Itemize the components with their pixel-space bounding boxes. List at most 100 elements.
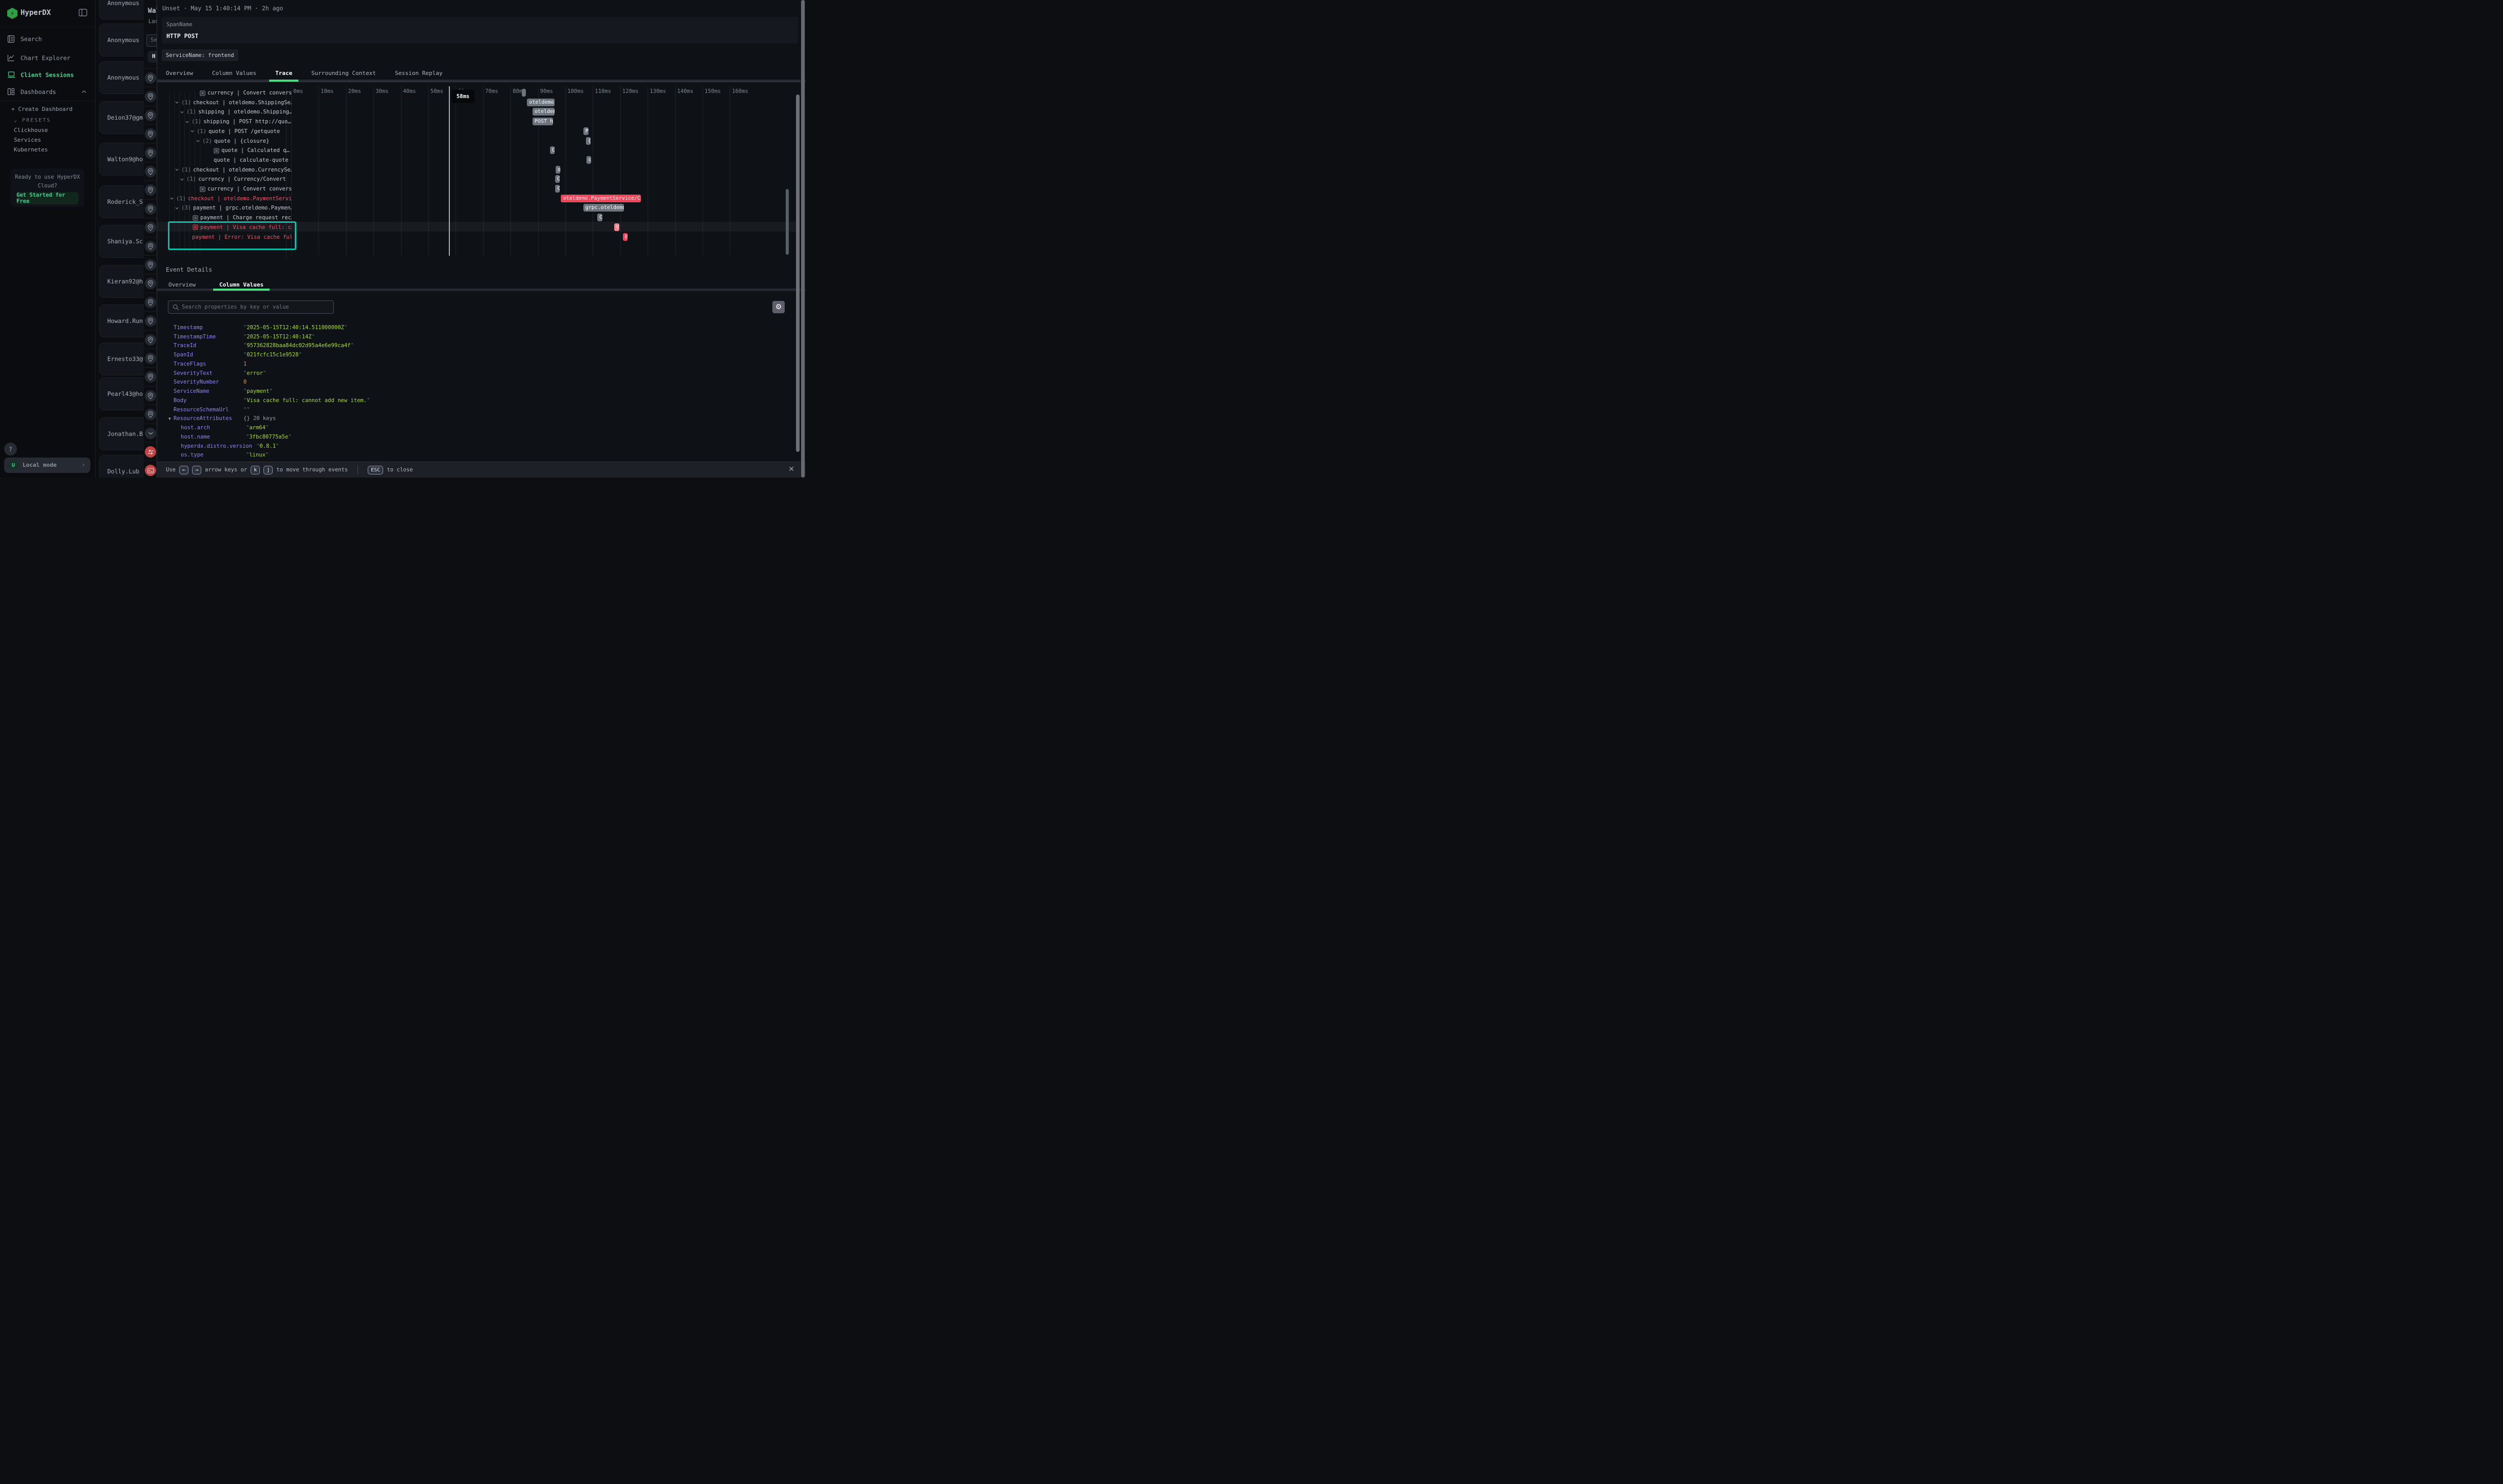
terminal-icon[interactable] (145, 465, 156, 477)
property-row[interactable]: SeverityText "error" (174, 369, 780, 378)
trace-span-bar[interactable]: C (597, 214, 603, 222)
trace-span-bar[interactable]: P (583, 127, 589, 135)
property-row[interactable]: Timestamp "2025-05-15T12:40:14.511000000Z… (174, 323, 780, 332)
trace-span-bar[interactable]: c (586, 156, 591, 164)
location-pin-icon[interactable] (145, 240, 156, 252)
trace-tree-row[interactable]: (1) currency | Currency/Convert (180, 175, 292, 184)
trace-span-bar[interactable]: { (586, 137, 591, 145)
trace-span-bar[interactable]: oteldemo. (527, 98, 555, 106)
property-row[interactable]: host.arch "arm64" (174, 423, 780, 432)
help-button[interactable]: ? (4, 443, 17, 455)
location-pin-icon[interactable] (145, 409, 156, 421)
trace-span-bar[interactable]: E (622, 233, 628, 241)
session-list-item[interactable]: Walton9@ho (99, 143, 144, 176)
trace-span-bar[interactable]: C (549, 146, 555, 155)
trace-tree-row[interactable]: quote | calculate-quote (214, 157, 289, 163)
location-pin-icon[interactable] (145, 296, 156, 308)
property-row[interactable]: SpanId "021fcfc15c1e9528" (174, 350, 780, 359)
session-list-item[interactable]: Anonymous (99, 24, 144, 56)
location-pin-icon[interactable] (145, 91, 156, 103)
window-scrollbar[interactable] (801, 0, 805, 478)
property-row[interactable]: Body "Visa cache full: cannot add new ite… (174, 396, 780, 405)
location-pin-icon[interactable] (145, 315, 156, 327)
trace-tree-row[interactable]: currency | Convert convers… (200, 184, 292, 194)
property-row[interactable]: SeverityNumber 0 (174, 378, 780, 387)
trace-tree-row[interactable]: (1) checkout | oteldemo.CurrencySe… (175, 165, 292, 175)
create-dashboard-button[interactable]: + Create Dashboard (11, 106, 73, 112)
property-row[interactable]: ResourceSchemaUrl "" (174, 405, 780, 414)
trace-tree-row[interactable]: (1) shipping | oteldemo.Shipping… (180, 107, 292, 117)
session-list-item[interactable]: Ernesto33@ (99, 343, 144, 375)
trace-tree-row[interactable]: quote | Calculated q… (214, 146, 292, 155)
property-row[interactable]: TraceFlags 1 (174, 359, 780, 369)
session-list-item[interactable]: Dolly.Lub (99, 455, 144, 478)
trace-span-bar[interactable]: V (614, 223, 619, 231)
location-pin-icon[interactable] (145, 72, 156, 84)
session-list-item[interactable]: Shaniya.Sc (99, 225, 144, 258)
gear-icon[interactable]: ⚙ (772, 301, 785, 313)
sidebar-item-clickhouse[interactable]: Clickhouse (14, 127, 48, 134)
tab-trace[interactable]: Trace (275, 70, 293, 77)
sidebar-collapse-icon[interactable] (79, 9, 87, 16)
session-list-item[interactable]: Deion37@gm (99, 101, 144, 134)
trace-tree-row[interactable]: payment | Charge request rec… (193, 213, 292, 222)
location-pin-icon[interactable] (145, 166, 156, 177)
expander-triangle-icon[interactable]: ▼ (168, 416, 171, 422)
tab-session-replay[interactable]: Session Replay (395, 70, 443, 77)
tab-ed-column-values[interactable]: Column Values (219, 281, 264, 288)
session-tab[interactable]: H (147, 51, 157, 63)
trace-tree-row[interactable]: payment | Error: Visa cache ful… (192, 234, 292, 240)
location-pin-icon[interactable] (145, 184, 156, 196)
trace-tree-row[interactable]: (1) shipping | POST http://quo… (185, 117, 292, 126)
sidebar-item-chart-explorer[interactable]: Chart Explorer (3, 49, 92, 66)
trace-tree-row[interactable]: payment | Visa cache full: c… (193, 223, 292, 232)
session-search-input[interactable]: Sea (146, 34, 157, 47)
session-list-item[interactable]: Jonathan.B (99, 417, 144, 450)
location-pin-icon[interactable] (145, 147, 156, 159)
trace-tree-row[interactable]: (1) checkout | oteldemo.PaymentServi… (169, 194, 292, 203)
property-row[interactable]: hyperdx.distro.version "0.8.1" (174, 442, 780, 451)
trace-span-bar[interactable]: oteldemo (532, 108, 555, 116)
property-row[interactable]: host.name "3fbc80775a5e" (174, 432, 780, 442)
tab-column-values[interactable]: Column Values (212, 70, 257, 77)
local-mode-menu[interactable]: U Local mode › (4, 458, 90, 473)
location-pin-icon[interactable] (145, 203, 156, 215)
sidebar-item-search[interactable]: Search (3, 30, 92, 47)
trace-span-bar[interactable]: grpc.oteldemo. (583, 204, 624, 212)
tab-ed-overview[interactable]: Overview (168, 281, 196, 288)
tab-surrounding-context[interactable]: Surrounding Context (311, 70, 376, 77)
session-list-item[interactable]: Anonymous (99, 61, 144, 94)
property-row[interactable]: TimestampTime "2025-05-15T12:40:14Z" (174, 332, 780, 341)
exchange-arrows-icon[interactable] (145, 446, 156, 458)
close-icon[interactable]: ✕ (788, 465, 794, 473)
panel-scrollbar[interactable] (796, 94, 800, 452)
property-row[interactable]: ServiceName "payment" (174, 387, 780, 396)
session-list-item[interactable]: Pearl43@ho (99, 377, 144, 410)
sidebar-item-client-sessions[interactable]: Client Sessions (3, 66, 92, 83)
trace-tree-row[interactable]: currency | Convert convers… (200, 88, 292, 98)
location-pin-icon[interactable] (145, 259, 156, 271)
session-list-item[interactable]: Anonymous (99, 0, 144, 20)
sidebar-item-kubernetes[interactable]: Kubernetes (14, 146, 48, 153)
session-list-item[interactable]: Roderick_S (99, 185, 144, 218)
location-pin-icon[interactable] (145, 278, 156, 290)
trace-span-bar[interactable]: oteldemo.PaymentService/Char (561, 194, 641, 202)
trace-span-bar[interactable]: C (555, 185, 560, 193)
chevron-down-icon[interactable] (145, 427, 156, 439)
sidebar-item-services[interactable]: Services (14, 137, 41, 143)
service-name-chip[interactable]: ServiceName: frontend (162, 49, 238, 61)
trace-span-bar[interactable] (521, 89, 526, 97)
trace-span-bar[interactable]: POST ht (532, 118, 553, 126)
property-row[interactable]: os.type "linux" (174, 451, 780, 460)
property-row[interactable]: TraceId "957362828baa84dc02d95a4e6e99ca4f… (174, 341, 780, 351)
location-pin-icon[interactable] (145, 390, 156, 402)
location-pin-icon[interactable] (145, 353, 156, 364)
presets-section-toggle[interactable]: ⌄ PRESETS (14, 118, 51, 123)
location-pin-icon[interactable] (145, 109, 156, 121)
trace-tree-row[interactable]: (1) quote | POST /getquote (190, 127, 292, 136)
trace-tree-row[interactable]: (1) checkout | oteldemo.ShippingSe… (175, 98, 292, 107)
trace-tree-row[interactable]: (3) payment | grpc.oteldemo.Paymen… (175, 203, 292, 213)
location-pin-icon[interactable] (145, 371, 156, 383)
get-started-button[interactable]: Get Started for Free (16, 192, 79, 204)
sidebar-item-dashboards[interactable]: Dashboards (3, 83, 92, 100)
